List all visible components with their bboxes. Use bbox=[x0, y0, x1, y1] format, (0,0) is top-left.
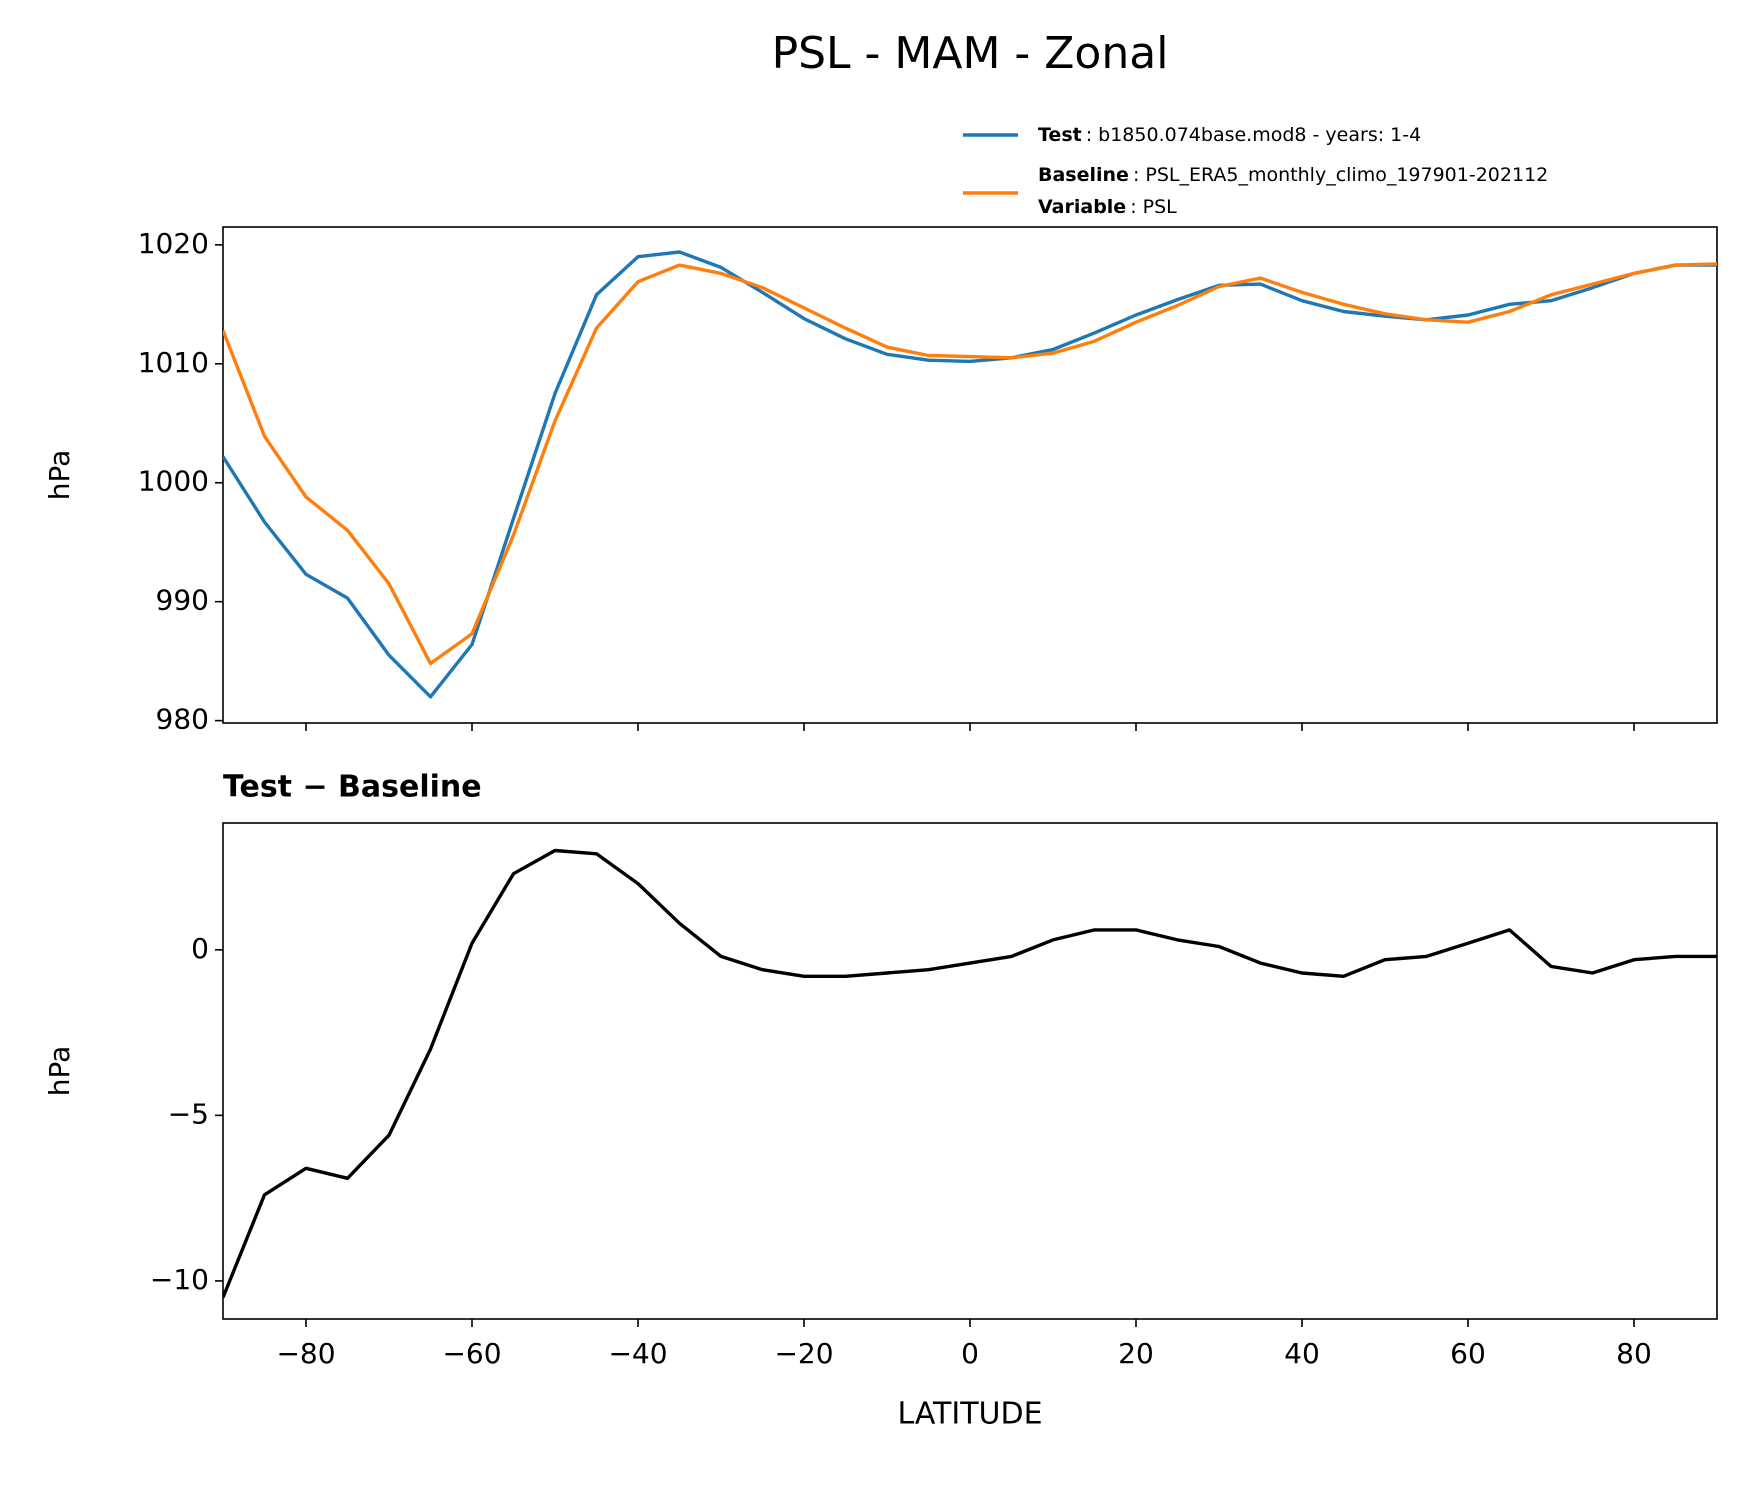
x-tick-label: −60 bbox=[442, 1337, 501, 1370]
data-line bbox=[223, 848, 1717, 1299]
y-tick-label: 990 bbox=[156, 584, 209, 617]
y-tick-label: 980 bbox=[156, 703, 209, 736]
legend-detail: : PSL_ERA5_monthly_climo_197901-202112 bbox=[1133, 164, 1548, 186]
legend-detail: : PSL bbox=[1130, 196, 1177, 218]
x-tick-label: −80 bbox=[276, 1337, 335, 1370]
x-tick-label: 80 bbox=[1616, 1337, 1652, 1370]
legend-entry: Baseline: PSL_ERA5_monthly_climo_197901-… bbox=[1038, 164, 1548, 186]
legend-entry: Test: b1850.074base.mod8 - years: 1-4 bbox=[1038, 124, 1421, 146]
y-tick-label: 1020 bbox=[138, 227, 209, 260]
data-line bbox=[223, 262, 1717, 666]
plot-frame bbox=[222, 822, 1718, 1320]
x-tick-label: 0 bbox=[961, 1337, 979, 1370]
x-tick-label: 60 bbox=[1450, 1337, 1486, 1370]
x-axis-label: LATITUDE bbox=[897, 1397, 1042, 1432]
y-axis-label: hPa bbox=[43, 450, 76, 501]
plot-frame bbox=[222, 226, 1718, 724]
figure-title: PSL - MAM - Zonal bbox=[772, 28, 1169, 79]
y-tick-label: 1010 bbox=[138, 346, 209, 379]
legend-detail: : b1850.074base.mod8 - years: 1-4 bbox=[1086, 124, 1421, 146]
subplot-title: Test − Baseline bbox=[223, 770, 482, 805]
y-axis-label: hPa bbox=[43, 1046, 76, 1097]
y-tick-label: 1000 bbox=[138, 465, 209, 498]
legend-name: Baseline bbox=[1038, 164, 1129, 186]
x-tick-label: −20 bbox=[774, 1337, 833, 1370]
legend-name: Test bbox=[1038, 124, 1082, 146]
y-tick-label: −10 bbox=[150, 1263, 209, 1296]
x-tick-label: 40 bbox=[1284, 1337, 1320, 1370]
y-tick-label: 0 bbox=[191, 932, 209, 965]
x-tick-label: 20 bbox=[1118, 1337, 1154, 1370]
y-tick-label: −5 bbox=[168, 1097, 209, 1130]
legend-name: Variable bbox=[1038, 196, 1126, 218]
legend-entry: Variable: PSL bbox=[1038, 196, 1177, 218]
x-tick-label: −40 bbox=[608, 1337, 667, 1370]
data-line bbox=[223, 250, 1717, 699]
